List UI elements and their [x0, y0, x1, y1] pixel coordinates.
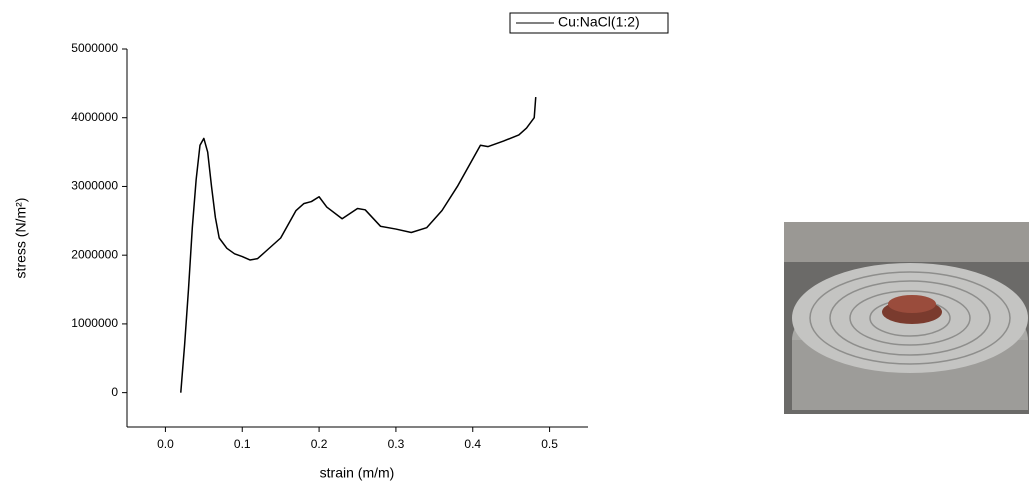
- legend-box: [509, 12, 669, 34]
- platen-ring: [809, 271, 1011, 365]
- y-tick-label: 4000000: [71, 110, 118, 124]
- legend-label: Cu:NaCl(1:2): [558, 14, 640, 30]
- platen-ring: [829, 280, 991, 356]
- x-tick-label: 0.1: [234, 437, 251, 451]
- y-tick-label: 2000000: [71, 247, 118, 261]
- x-tick-label: 0.3: [388, 437, 405, 451]
- x-tick-label: 0.2: [311, 437, 328, 451]
- x-tick-label: 0.4: [464, 437, 481, 451]
- y-tick-label: 5000000: [71, 41, 118, 55]
- y-tick-label: 3000000: [71, 179, 118, 193]
- y-axis-title: stress (N/m²): [13, 198, 29, 279]
- x-tick-label: 0.5: [541, 437, 558, 451]
- x-tick-label: 0.0: [157, 437, 174, 451]
- press-top: [784, 222, 1029, 262]
- sample-top: [888, 295, 936, 313]
- photo: [784, 222, 1029, 414]
- x-axis-title: strain (m/m): [320, 465, 395, 481]
- y-tick-label: 0: [111, 385, 118, 399]
- platen-ring: [849, 290, 971, 346]
- y-tick-label: 1000000: [71, 316, 118, 330]
- data-line: [180, 97, 537, 393]
